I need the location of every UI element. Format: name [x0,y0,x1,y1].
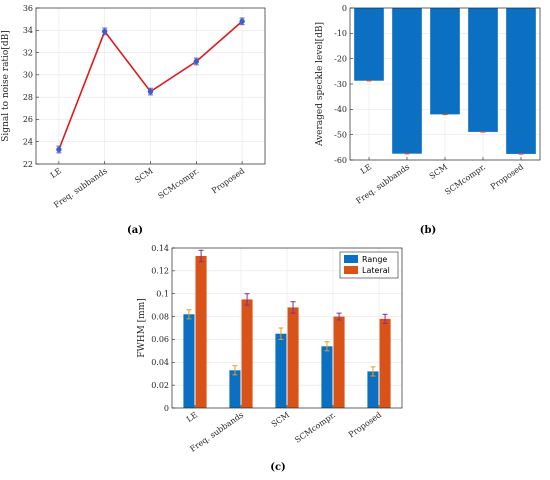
y-tick-label: 0.12 [151,267,169,276]
snr-point [193,58,200,65]
snr-point [56,146,62,153]
y-tick-label: 28 [23,93,33,102]
range-bar [229,370,241,408]
x-tick-label: LE [185,410,199,424]
y-tick-label: 0 [342,4,347,13]
snr-point [147,88,154,95]
y-tick-label: 22 [23,160,33,169]
x-tick-label: Proposed [347,410,383,439]
y-tick-label: 0 [164,404,169,413]
y-tick-label: -10 [334,29,347,38]
panel-c-legend: Range Lateral [339,251,399,279]
panel-c-label: (c) [270,462,286,473]
legend-swatch-range [344,255,358,263]
x-tick-label: Proposed [210,166,246,195]
y-tick-label: -60 [334,156,347,165]
y-tick-label: 34 [23,26,33,35]
speckle-bar [354,8,384,81]
y-tick-label: 36 [23,4,33,13]
range-bar [367,371,379,408]
panel-b-label: (b) [420,225,436,236]
x-tick-label: LE [359,162,373,176]
y-tick-label: -40 [334,105,347,114]
y-tick-label: -50 [334,130,347,139]
x-tick-label: SCMcompr. [293,410,337,445]
y-tick-label: 32 [23,48,33,57]
y-tick-label: 0.02 [151,381,169,390]
panel-a-y-axis-label: Signal to noise ratio[dB] [1,30,11,141]
lateral-bar [195,256,207,408]
snr-point [102,28,108,35]
y-tick-label: -20 [334,54,347,63]
lateral-bar [333,316,345,408]
range-bar [321,346,333,408]
range-bar [183,314,195,408]
y-tick-label: 26 [23,115,33,124]
x-tick-label: Proposed [489,162,525,191]
lateral-bar [379,318,391,408]
panel-a-label: (a) [127,225,143,236]
speckle-bar [506,8,536,154]
legend-label-range: Range [362,255,387,264]
x-tick-label: SCM [428,162,449,181]
legend-label-lateral: Lateral [362,266,390,275]
y-tick-label: 0.14 [151,244,169,253]
y-tick-label: 24 [23,138,33,147]
lateral-bar [287,307,299,408]
snr-point [239,18,245,25]
speckle-bar [468,8,498,132]
y-tick-label: 0.06 [151,335,169,344]
x-tick-label: SCM [133,166,154,185]
x-tick-label: SCMcompr. [157,166,201,201]
lateral-bar [241,299,253,408]
y-tick-label: -30 [334,80,347,89]
y-tick-label: 30 [23,71,33,80]
x-tick-label: SCMcompr. [443,162,487,197]
speckle-bar [430,8,460,115]
y-tick-label: 0.08 [151,312,169,321]
range-bar [275,333,287,408]
speckle-bar [392,8,422,154]
panel-b-y-axis-label: Averaged speckle level[dB] [315,22,325,147]
legend-swatch-lateral [344,266,358,274]
x-tick-label: SCM [270,410,291,429]
x-tick-label: LE [49,166,63,180]
y-tick-label: 0.1 [156,290,169,299]
y-tick-label: 0.04 [151,358,169,367]
panel-c-y-axis-label: FWHM [mm] [137,298,147,358]
